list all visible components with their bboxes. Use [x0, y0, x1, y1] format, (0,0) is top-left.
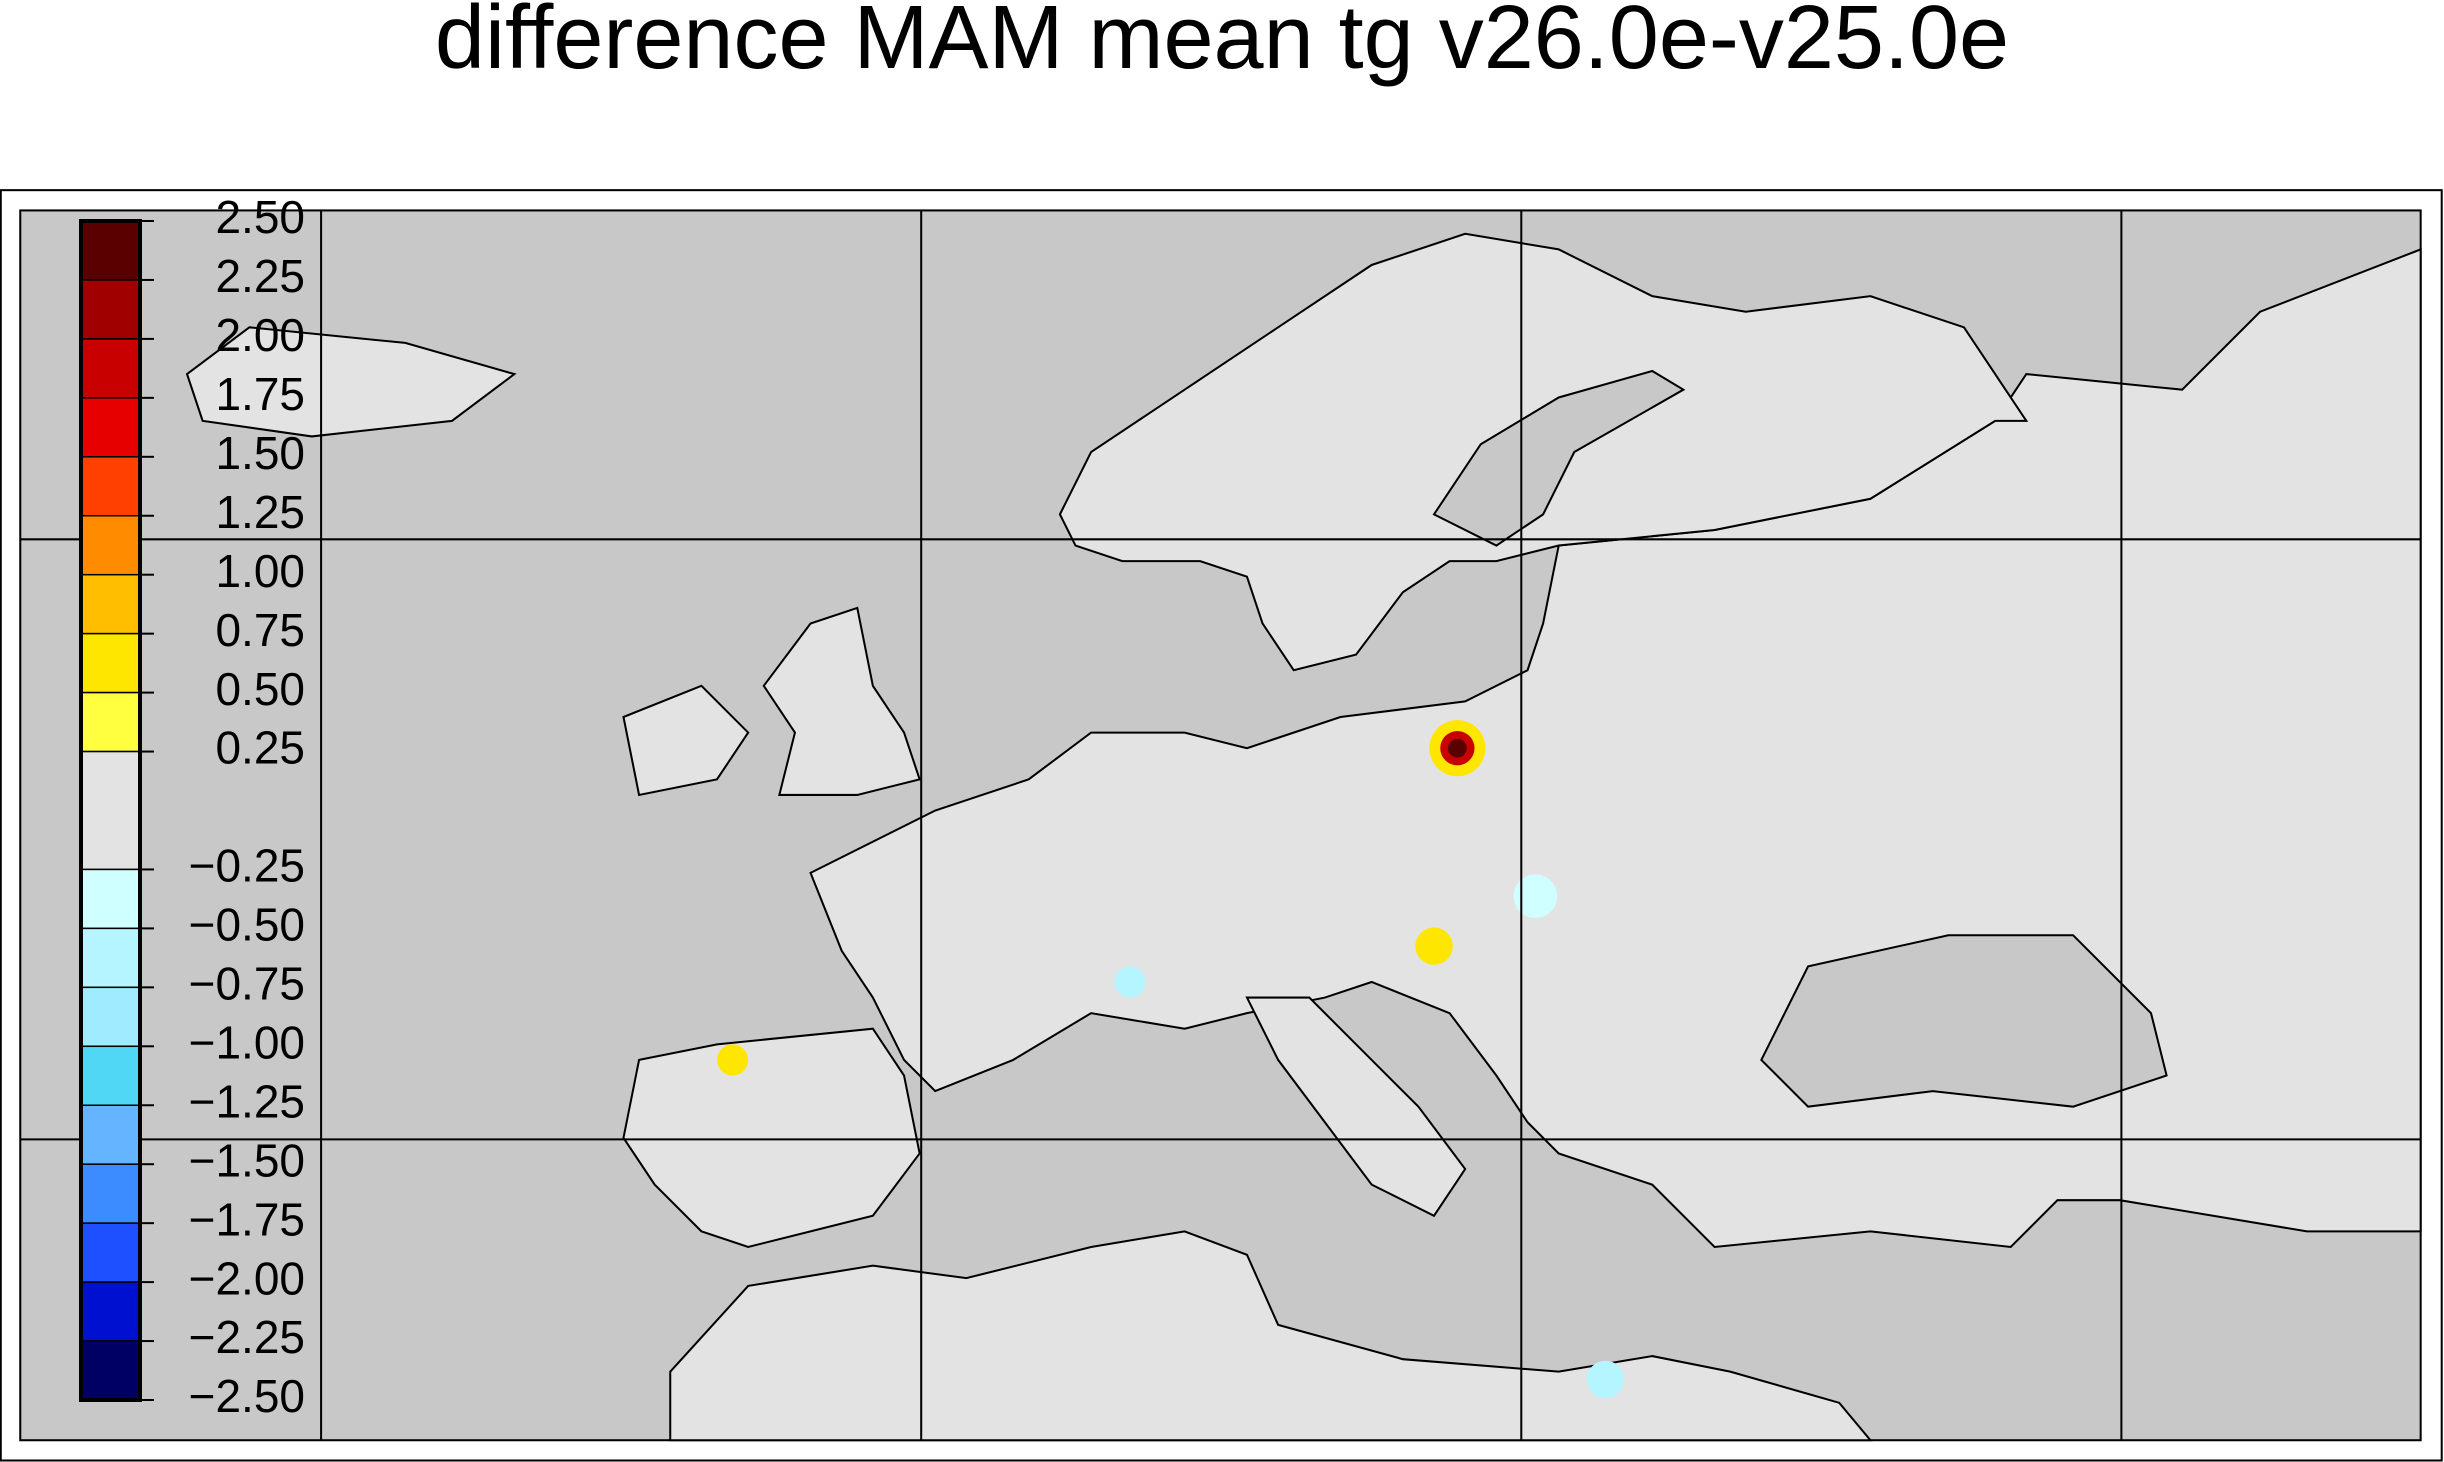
tick-label: −1.00 [189, 1016, 305, 1068]
colorbar-band [80, 338, 141, 399]
tick-label: −0.75 [189, 958, 305, 1010]
tick-label: 0.75 [215, 604, 305, 656]
tick-label: 1.25 [215, 486, 305, 538]
colorbar-band [80, 279, 141, 340]
colorbar-band [80, 986, 141, 1048]
colorbar-band [80, 1281, 141, 1342]
tick-label: 1.50 [215, 427, 305, 479]
tick-label: −0.25 [189, 840, 305, 892]
colorbar-band [80, 1163, 141, 1224]
tick-label: 1.75 [215, 368, 305, 420]
tick-label: −2.00 [189, 1252, 305, 1304]
tick-label: −0.50 [189, 899, 305, 951]
map [0, 189, 2443, 1462]
colorbar-band [80, 1222, 141, 1283]
tick-label: −1.75 [189, 1193, 305, 1245]
tick-label: 0.25 [215, 722, 305, 774]
anomaly [1586, 1360, 1625, 1399]
colorbar-band [80, 220, 141, 281]
colorbar-band [80, 573, 141, 635]
graticule [20, 210, 2421, 1441]
tick-label: −1.25 [189, 1075, 305, 1127]
italy [1245, 996, 1467, 1218]
tick-label: 2.00 [215, 309, 305, 361]
anomaly [1448, 738, 1467, 758]
tick-label: 1.00 [215, 545, 305, 597]
colorbar: 2.50 2.25 2.00 1.75 1.50 1.25 1.00 0.75 0.50 0.25… [79, 191, 305, 1422]
africa [669, 1230, 1873, 1442]
colorbar-band [80, 515, 141, 576]
tick-label: −1.50 [189, 1134, 305, 1186]
iceland [185, 326, 517, 438]
tick-label: −2.25 [189, 1311, 305, 1363]
anomaly [1415, 927, 1453, 965]
colorbar-band [80, 868, 141, 930]
ireland [622, 684, 750, 797]
colorbar-band [80, 750, 141, 871]
great-britain [762, 606, 921, 796]
colorbar-frame [79, 219, 142, 1402]
colorbar-band [80, 691, 141, 753]
colorbar-band [80, 397, 141, 458]
black-sea [1760, 934, 2168, 1108]
anomaly [1513, 874, 1558, 919]
title: difference MAM mean tg v26.0e-v25.0e [435, 0, 2009, 88]
colorbar-band [80, 1045, 141, 1107]
tick-label: 2.25 [215, 250, 305, 302]
colorbar-band [80, 1104, 141, 1165]
colorbar-band [80, 632, 141, 694]
iberia [622, 1027, 921, 1249]
tick-label: −2.50 [189, 1370, 305, 1422]
anomaly [717, 1044, 749, 1076]
tick-label: 2.50 [215, 191, 305, 243]
gulf-of-bothnia [1432, 369, 1686, 547]
colorbar-band [80, 927, 141, 989]
anomaly [1114, 966, 1146, 998]
colorbar-band [80, 1340, 141, 1401]
tick-label: 0.50 [215, 663, 305, 715]
colorbar-band [80, 456, 141, 517]
